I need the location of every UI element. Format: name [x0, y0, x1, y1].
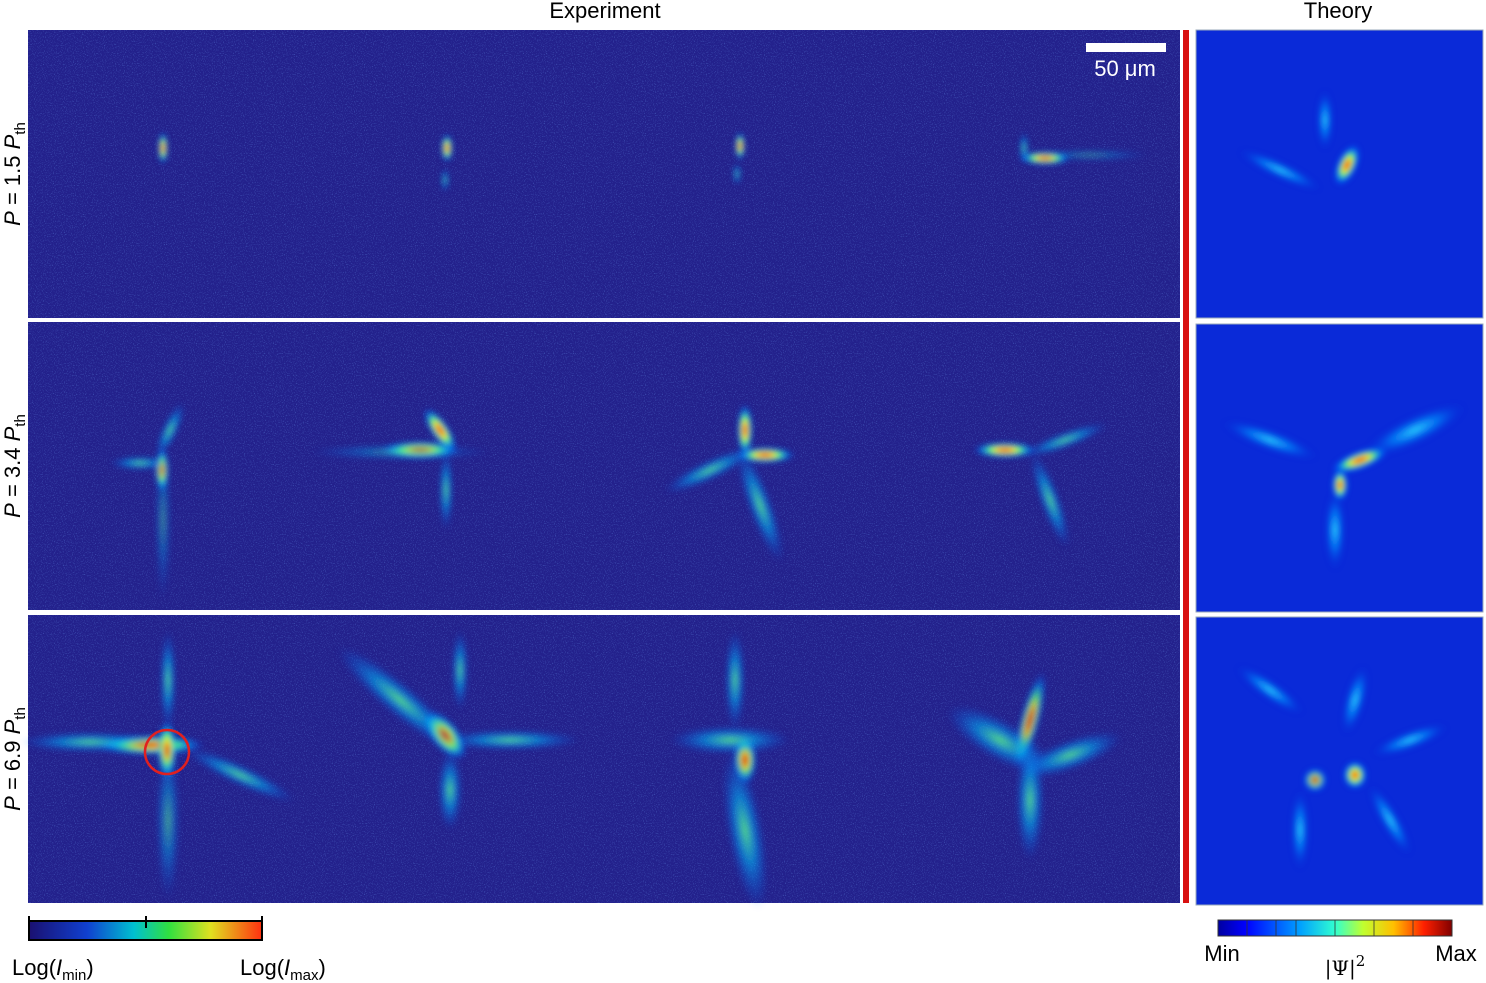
- separator: [1183, 30, 1189, 903]
- glow: [185, 748, 295, 802]
- colorbar-divisions: [1246, 920, 1414, 936]
- glow: [1317, 90, 1333, 150]
- label-part: = 6.9: [0, 734, 25, 796]
- glow: [1334, 144, 1360, 186]
- glow: [337, 647, 463, 753]
- colorbar-min-label: Log(Imin): [12, 955, 94, 983]
- glow: [733, 163, 741, 185]
- glow: [1016, 740, 1044, 860]
- experiment-title: Experiment: [549, 0, 660, 23]
- label-part: P: [0, 134, 25, 149]
- glow: [158, 132, 168, 164]
- glow: [1368, 785, 1412, 855]
- glow: [1239, 149, 1321, 191]
- glow: [155, 440, 171, 600]
- label-part: ): [319, 955, 326, 980]
- glow: [441, 168, 449, 192]
- scale-bar: [1086, 43, 1166, 52]
- image-panel: [1195, 616, 1484, 906]
- glow: [155, 402, 185, 458]
- glow: [1291, 790, 1309, 870]
- glow: [736, 448, 784, 562]
- glow: [441, 134, 453, 162]
- label-part: I: [56, 955, 62, 980]
- glow: [664, 447, 756, 493]
- highlight-circle: [143, 728, 191, 776]
- label-part: th: [12, 707, 29, 720]
- glow: [1022, 422, 1108, 458]
- theory-colorbar: Min Max |Ψ|2: [1204, 919, 1477, 981]
- glow: [670, 726, 790, 754]
- glow: [20, 732, 160, 752]
- colorbar-min-label: Min: [1204, 941, 1239, 966]
- colorbar-quantity: |Ψ|2: [1325, 952, 1366, 981]
- glow: [1236, 665, 1304, 715]
- glow: [1030, 149, 1150, 161]
- glow: [423, 408, 457, 452]
- label-part: = 3.4: [0, 441, 25, 503]
- label-part: I: [284, 955, 290, 980]
- label-part: P: [0, 426, 25, 441]
- glows: [1222, 90, 1466, 870]
- speckle: [28, 30, 1180, 903]
- divider: [28, 610, 1180, 615]
- row-label: P = 3.4 Pth: [0, 414, 29, 518]
- label-part: P: [0, 719, 25, 734]
- glow: [1364, 403, 1466, 457]
- divider: [28, 318, 1180, 322]
- glow: [1343, 761, 1367, 789]
- label-part: P: [0, 503, 25, 518]
- glow: [1018, 731, 1122, 779]
- label-part: min: [62, 967, 86, 983]
- row-label: P = 6.9 Pth: [0, 707, 29, 811]
- colorbar-max-label: Log(Imax): [240, 955, 326, 983]
- glow: [735, 132, 745, 160]
- label-part: ): [86, 955, 93, 980]
- glow: [110, 456, 170, 470]
- label-part: P: [0, 796, 25, 811]
- glow: [722, 751, 768, 909]
- experiment-images: 50 μm: [20, 30, 1180, 909]
- label-part: |Ψ|: [1325, 956, 1356, 981]
- glow: [725, 630, 745, 730]
- row-labels: P = 1.5 Pth P = 3.4 Pth P = 6.9 Pth: [0, 122, 29, 811]
- label-part: Log(: [240, 955, 285, 980]
- theory-title: Theory: [1304, 0, 1372, 23]
- glow: [1030, 452, 1070, 548]
- glow: [440, 730, 580, 750]
- label-part: max: [290, 967, 319, 983]
- glow: [1222, 420, 1318, 460]
- experiment-colorbar: Log(Imin) Log(Imax): [12, 916, 326, 983]
- glow: [438, 750, 462, 830]
- glow: [452, 630, 468, 710]
- scale-bar-label: 50 μm: [1094, 56, 1156, 81]
- glow: [310, 444, 490, 460]
- glow: [1019, 132, 1029, 164]
- glow: [973, 442, 1037, 458]
- theory-images: [1195, 29, 1484, 906]
- glow: [439, 450, 453, 530]
- glow: [1303, 768, 1327, 792]
- glow: [737, 404, 753, 456]
- label-part: th: [12, 414, 29, 427]
- glows: [20, 132, 1150, 909]
- label-part: = 1.5: [0, 149, 25, 211]
- glow: [1341, 666, 1369, 734]
- colorbar-max-label: Max: [1435, 941, 1477, 966]
- label-part: Log(: [12, 955, 57, 980]
- label-part: th: [12, 122, 29, 135]
- label-part: 2: [1356, 952, 1366, 970]
- glow: [1325, 490, 1345, 570]
- label-part: P: [0, 211, 25, 226]
- glow: [1372, 723, 1448, 757]
- glow: [156, 740, 180, 900]
- glow: [160, 630, 176, 730]
- row-label: P = 1.5 Pth: [0, 122, 29, 226]
